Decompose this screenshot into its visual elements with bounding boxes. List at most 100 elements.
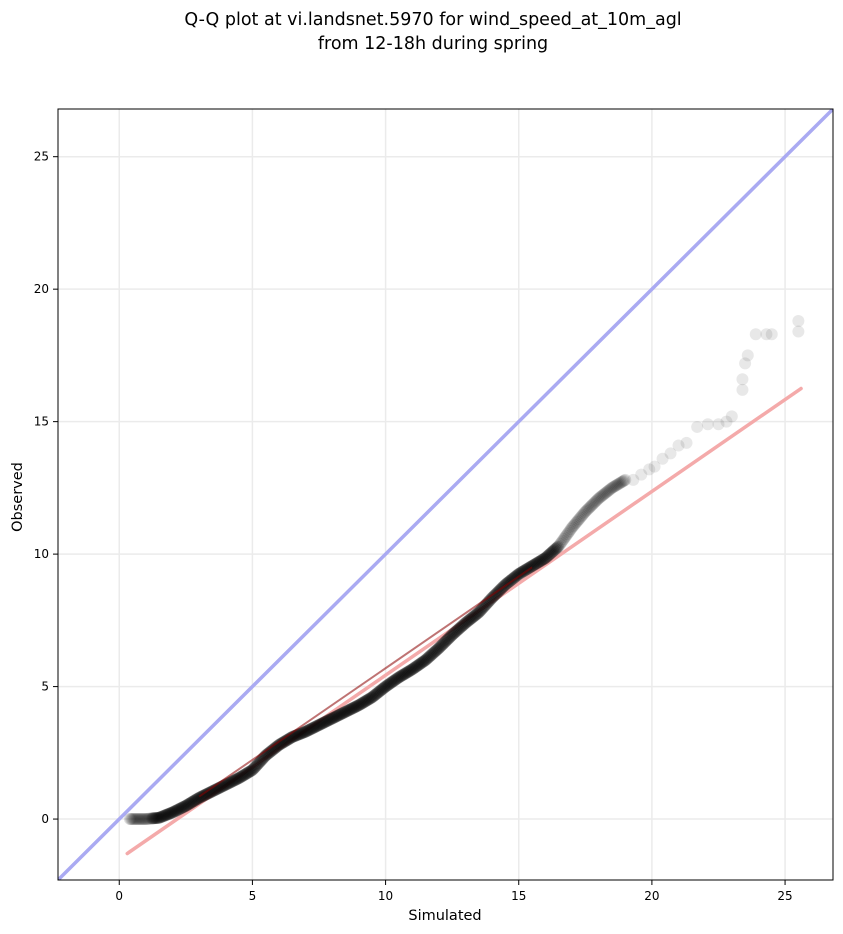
- y-tick-label: 15: [34, 415, 49, 429]
- qq-point: [560, 529, 573, 542]
- qq-point: [643, 463, 656, 476]
- qq-point: [205, 785, 218, 798]
- qq-point: [386, 675, 399, 688]
- qq-point: [575, 510, 588, 523]
- qq-point: [418, 654, 431, 667]
- qq-point: [511, 568, 524, 581]
- qq-point: [309, 720, 322, 733]
- qq-point: [760, 328, 773, 341]
- qq-point: [297, 726, 310, 739]
- qq-point: [341, 704, 354, 717]
- qq-point: [220, 778, 233, 791]
- qq-point: [441, 633, 454, 646]
- qq-point: [147, 812, 160, 825]
- qq-point: [157, 810, 170, 823]
- qq-point: [535, 554, 548, 567]
- qq-point: [516, 565, 529, 578]
- qq-point: [423, 650, 436, 663]
- qq-point: [314, 718, 327, 731]
- qq-point: [765, 328, 778, 341]
- qq-point: [534, 555, 547, 568]
- qq-point: [458, 617, 471, 630]
- qq-point: [438, 636, 451, 649]
- qq-point: [219, 778, 232, 791]
- qq-point: [320, 715, 333, 728]
- qq-point: [160, 808, 173, 821]
- qq-point: [226, 775, 239, 788]
- qq-point: [456, 620, 469, 633]
- qq-point: [701, 418, 714, 431]
- qq-point: [164, 807, 177, 820]
- qq-point: [436, 639, 449, 652]
- qq-point: [230, 773, 243, 786]
- tick-layer: 0 5 10 15 20 25 0 5 10 15 20 25: [34, 150, 793, 903]
- qq-point: [335, 707, 348, 720]
- qq-point: [398, 668, 411, 681]
- qq-point: [253, 755, 266, 768]
- qq-point: [470, 608, 483, 621]
- qq-point: [627, 473, 640, 486]
- qq-point: [127, 813, 140, 826]
- qq-point: [616, 475, 629, 488]
- qq-point: [736, 373, 749, 386]
- qq-point: [589, 495, 602, 508]
- qq-point: [199, 788, 212, 801]
- qq-point: [471, 607, 484, 620]
- qq-point: [368, 689, 381, 702]
- qq-point: [204, 786, 217, 799]
- qq-point: [369, 688, 382, 701]
- qq-point: [255, 754, 268, 767]
- y-tick-label: 25: [34, 150, 49, 164]
- qq-point: [672, 439, 685, 452]
- qq-point: [544, 547, 557, 560]
- qq-point: [302, 724, 315, 737]
- qq-point: [250, 759, 263, 772]
- x-tick-label: 25: [777, 889, 792, 903]
- qq-point: [145, 812, 158, 825]
- qq-point: [584, 500, 597, 513]
- qq-point: [337, 706, 350, 719]
- qq-point: [405, 663, 418, 676]
- qq-point: [549, 543, 562, 556]
- qq-point: [242, 766, 255, 779]
- qq-point: [355, 697, 368, 710]
- qq-point: [178, 800, 191, 813]
- qq-point: [602, 484, 615, 497]
- qq-point: [384, 677, 397, 690]
- qq-point: [276, 736, 289, 749]
- qq-point: [298, 725, 311, 738]
- qq-point: [344, 703, 357, 716]
- qq-point: [269, 741, 282, 754]
- qq-point: [381, 679, 394, 692]
- qq-point: [200, 788, 213, 801]
- qq-point: [464, 613, 477, 626]
- qq-point: [603, 483, 616, 496]
- qq-point: [536, 553, 549, 566]
- qq-point: [430, 644, 443, 657]
- y-tick-label: 10: [34, 547, 49, 561]
- qq-point: [367, 690, 380, 703]
- y-tick-label: 5: [41, 680, 49, 694]
- qq-point: [576, 508, 589, 521]
- qq-point: [583, 501, 596, 514]
- qq-point: [238, 768, 251, 781]
- qq-point: [166, 806, 179, 819]
- qq-point: [541, 550, 554, 563]
- x-tick-label: 10: [378, 889, 393, 903]
- qq-point: [375, 683, 388, 696]
- qq-point: [272, 739, 285, 752]
- qq-point: [373, 685, 386, 698]
- qq-point: [529, 558, 542, 571]
- qq-point: [573, 513, 586, 526]
- qq-point: [380, 679, 393, 692]
- qq-point: [434, 640, 447, 653]
- qq-point: [445, 629, 458, 642]
- qq-point: [236, 770, 249, 783]
- qq-point: [419, 654, 432, 667]
- qq-point: [568, 518, 581, 531]
- qq-point: [326, 712, 339, 725]
- qq-point: [459, 616, 472, 629]
- x-tick-label: 15: [511, 889, 526, 903]
- qq-point: [187, 795, 200, 808]
- qq-point: [614, 476, 627, 489]
